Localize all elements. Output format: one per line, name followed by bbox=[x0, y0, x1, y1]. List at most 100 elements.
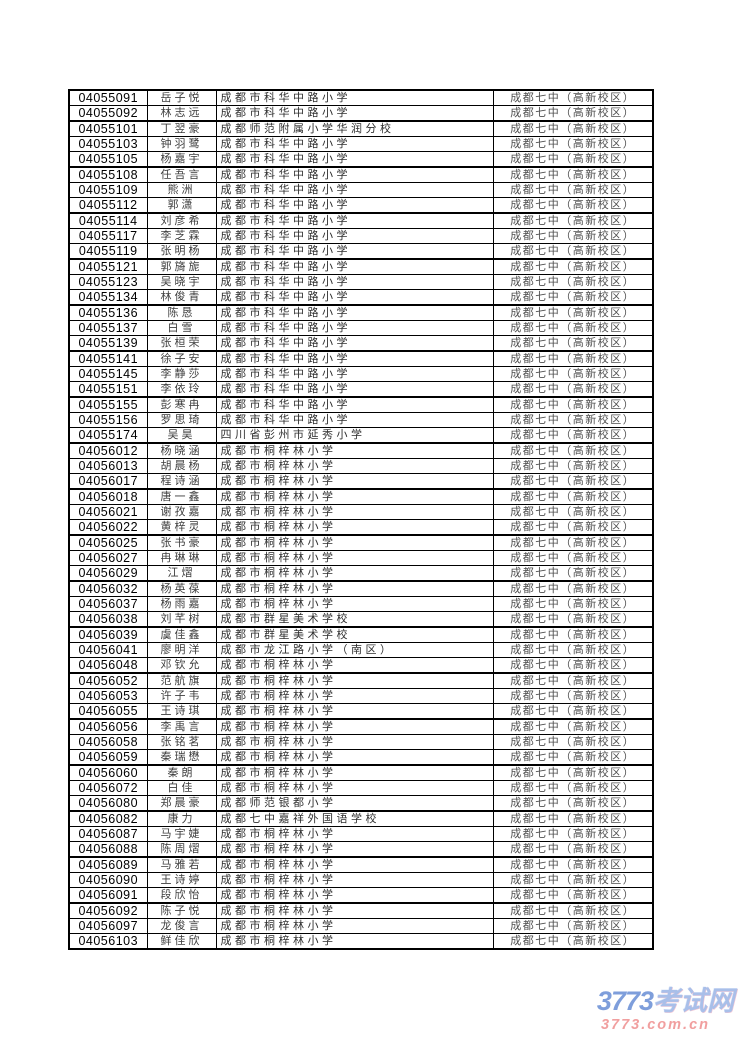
admitted-school-cell: 成都七中（高新校区） bbox=[492, 488, 654, 505]
primary-school-cell: 成都市桐梓林小学 bbox=[215, 780, 494, 796]
primary-school-cell: 成都市科华中路小学 bbox=[215, 166, 494, 183]
table-row: 04056090 王诗婷 成都市桐梓林小学 成都七中（高新校区） bbox=[68, 872, 654, 888]
student-id-cell: 04056059 bbox=[68, 749, 148, 766]
primary-school-cell: 成都市科华中路小学 bbox=[215, 182, 494, 198]
admitted-school-cell: 成都七中（高新校区） bbox=[492, 826, 654, 842]
table-row: 04055105 杨嘉宇 成都市科华中路小学 成都七中（高新校区） bbox=[68, 151, 654, 168]
admitted-school-cell: 成都七中（高新校区） bbox=[492, 473, 654, 490]
admitted-school-cell: 成都七中（高新校区） bbox=[492, 105, 654, 122]
admitted-school-cell: 成都七中（高新校区） bbox=[492, 626, 654, 643]
admitted-school-cell: 成都七中（高新校区） bbox=[492, 580, 654, 597]
student-name-cell: 杨雨嘉 bbox=[146, 596, 217, 612]
student-id-cell: 04055134 bbox=[68, 289, 148, 306]
table-row: 04055117 李芝霖 成都市科华中路小学 成都七中（高新校区） bbox=[68, 228, 654, 244]
table-row: 04056021 谢孜嘉 成都市桐梓林小学 成都七中（高新校区） bbox=[68, 504, 654, 520]
table-row: 04056072 白佳 成都市桐梓林小学 成都七中（高新校区） bbox=[68, 780, 654, 796]
student-id-cell: 04056013 bbox=[68, 458, 148, 474]
student-name-cell: 许子韦 bbox=[146, 688, 217, 704]
student-name-cell: 刘芊树 bbox=[146, 611, 217, 628]
table-row: 04056025 张书豪 成都市桐梓林小学 成都七中（高新校区） bbox=[68, 534, 654, 551]
admitted-school-cell: 成都七中（高新校区） bbox=[492, 749, 654, 766]
primary-school-cell: 成都市科华中路小学 bbox=[215, 304, 494, 321]
student-name-cell: 邓钦允 bbox=[146, 657, 217, 674]
admitted-school-cell: 成都七中（高新校区） bbox=[492, 366, 654, 382]
student-id-cell: 04055123 bbox=[68, 274, 148, 290]
primary-school-cell: 成都市桐梓林小学 bbox=[215, 856, 494, 873]
student-id-cell: 04055117 bbox=[68, 228, 148, 244]
student-id-cell: 04056053 bbox=[68, 688, 148, 704]
admitted-school-cell: 成都七中（高新校区） bbox=[492, 887, 654, 904]
admitted-school-cell: 成都七中（高新校区） bbox=[492, 642, 654, 658]
admitted-school-cell: 成都七中（高新校区） bbox=[492, 274, 654, 290]
primary-school-cell: 成都市桐梓林小学 bbox=[215, 718, 494, 735]
admitted-school-cell: 成都七中（高新校区） bbox=[492, 703, 654, 720]
primary-school-cell: 成都市科华中路小学 bbox=[215, 274, 494, 290]
student-id-cell: 04056082 bbox=[68, 810, 148, 827]
admitted-school-cell: 成都七中（高新校区） bbox=[492, 151, 654, 168]
student-id-cell: 04055174 bbox=[68, 427, 148, 444]
admitted-school-cell: 成都七中（高新校区） bbox=[492, 350, 654, 367]
student-name-cell: 张桓荣 bbox=[146, 335, 217, 352]
student-name-cell: 任吾言 bbox=[146, 166, 217, 183]
primary-school-cell: 成都市科华中路小学 bbox=[215, 350, 494, 367]
table-row: 04056037 杨雨嘉 成都市桐梓林小学 成都七中（高新校区） bbox=[68, 596, 654, 612]
student-id-cell: 04056089 bbox=[68, 856, 148, 873]
table-row: 04055103 钟羽鹭 成都市科华中路小学 成都七中（高新校区） bbox=[68, 136, 654, 152]
primary-school-cell: 成都市桐梓林小学 bbox=[215, 734, 494, 750]
student-id-cell: 04055155 bbox=[68, 396, 148, 413]
primary-school-cell: 四川省彭州市延秀小学 bbox=[215, 427, 494, 444]
primary-school-cell: 成都市龙江路小学（南区） bbox=[215, 642, 494, 658]
table-row: 04056038 刘芊树 成都市群星美术学校 成都七中（高新校区） bbox=[68, 611, 654, 628]
primary-school-cell: 成都七中嘉祥外国语学校 bbox=[215, 810, 494, 827]
student-id-cell: 04055139 bbox=[68, 335, 148, 352]
table-row: 04055174 吴昊 四川省彭州市延秀小学 成都七中（高新校区） bbox=[68, 427, 654, 444]
primary-school-cell: 成都市科华中路小学 bbox=[215, 105, 494, 122]
admitted-school-cell: 成都七中（高新校区） bbox=[492, 442, 654, 459]
student-name-cell: 陈周熠 bbox=[146, 841, 217, 858]
student-name-cell: 王诗婷 bbox=[146, 872, 217, 888]
student-id-cell: 04056048 bbox=[68, 657, 148, 674]
primary-school-cell: 成都市桐梓林小学 bbox=[215, 504, 494, 520]
student-name-cell: 廖明洋 bbox=[146, 642, 217, 658]
student-id-cell: 04055103 bbox=[68, 136, 148, 152]
student-name-cell: 秦朗 bbox=[146, 764, 217, 781]
admitted-school-cell: 成都七中（高新校区） bbox=[492, 519, 654, 536]
admitted-school-cell: 成都七中（高新校区） bbox=[492, 795, 654, 812]
table-row: 04056055 王诗琪 成都市桐梓林小学 成都七中（高新校区） bbox=[68, 703, 654, 720]
student-name-cell: 唐一鑫 bbox=[146, 488, 217, 505]
student-id-cell: 04055156 bbox=[68, 412, 148, 428]
student-name-cell: 林俊青 bbox=[146, 289, 217, 306]
student-id-cell: 04056039 bbox=[68, 626, 148, 643]
student-name-cell: 马雅若 bbox=[146, 856, 217, 873]
admitted-school-cell: 成都七中（高新校区） bbox=[492, 718, 654, 735]
table-row: 04056048 邓钦允 成都市桐梓林小学 成都七中（高新校区） bbox=[68, 657, 654, 674]
table-row: 04056103 鲜佳欣 成都市桐梓林小学 成都七中（高新校区） bbox=[68, 933, 654, 950]
student-id-cell: 04055119 bbox=[68, 243, 148, 260]
table-row: 04056092 陈子悦 成都市桐梓林小学 成都七中（高新校区） bbox=[68, 902, 654, 919]
student-id-cell: 04056090 bbox=[68, 872, 148, 888]
table-row: 04056087 马宇婕 成都市桐梓林小学 成都七中（高新校区） bbox=[68, 826, 654, 842]
table-row: 04055091 岳子悦 成都市科华中路小学 成都七中（高新校区） bbox=[68, 89, 654, 106]
admission-list-table: 04055091 岳子悦 成都市科华中路小学 成都七中（高新校区） 04055092 林志… bbox=[68, 89, 654, 950]
table-row: 04055141 徐子安 成都市科华中路小学 成都七中（高新校区） bbox=[68, 350, 654, 367]
table-row: 04056052 范航旗 成都市桐梓林小学 成都七中（高新校区） bbox=[68, 672, 654, 689]
primary-school-cell: 成都市桐梓林小学 bbox=[215, 488, 494, 505]
table-row: 04055123 吴晓宇 成都市科华中路小学 成都七中（高新校区） bbox=[68, 274, 654, 290]
admission-table-body: 04055091 岳子悦 成都市科华中路小学 成都七中（高新校区） 04055092 林志… bbox=[68, 89, 654, 950]
table-row: 04056082 康力 成都七中嘉祥外国语学校 成都七中（高新校区） bbox=[68, 810, 654, 827]
primary-school-cell: 成都市科华中路小学 bbox=[215, 212, 494, 229]
student-name-cell: 陈子悦 bbox=[146, 902, 217, 919]
student-id-cell: 04056103 bbox=[68, 933, 148, 950]
student-name-cell: 郭旖旎 bbox=[146, 258, 217, 275]
primary-school-cell: 成都市桐梓林小学 bbox=[215, 657, 494, 674]
student-name-cell: 郭潇 bbox=[146, 197, 217, 214]
student-name-cell: 程诗涵 bbox=[146, 473, 217, 490]
student-name-cell: 张明杨 bbox=[146, 243, 217, 260]
primary-school-cell: 成都市科华中路小学 bbox=[215, 335, 494, 352]
student-name-cell: 黄梓灵 bbox=[146, 519, 217, 536]
student-name-cell: 吴昊 bbox=[146, 427, 217, 444]
student-id-cell: 04055151 bbox=[68, 381, 148, 398]
student-name-cell: 虞佳鑫 bbox=[146, 626, 217, 643]
student-id-cell: 04055141 bbox=[68, 350, 148, 367]
admitted-school-cell: 成都七中（高新校区） bbox=[492, 611, 654, 628]
